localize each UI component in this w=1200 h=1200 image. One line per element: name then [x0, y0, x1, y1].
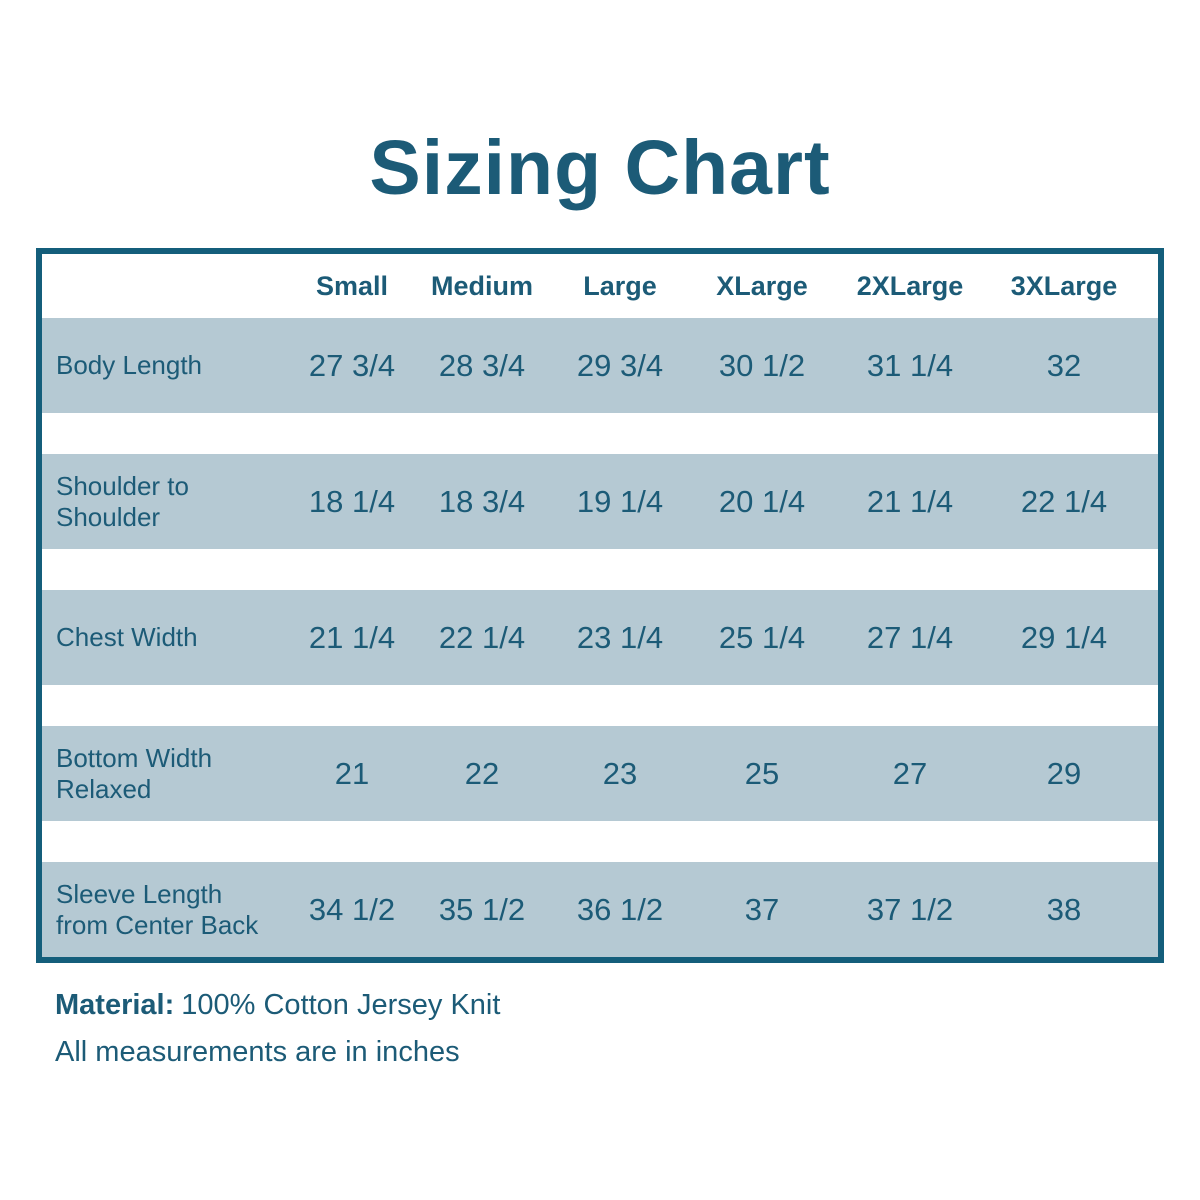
size-value: 21 1/4 — [308, 619, 396, 655]
column-header-small: Small — [315, 270, 389, 301]
size-value: 25 1/4 — [718, 619, 806, 655]
row-label: Shoulder to Shoulder — [56, 470, 189, 532]
size-value: 29 — [1046, 755, 1082, 791]
material-value: 100% Cotton Jersey Knit — [181, 989, 501, 1021]
size-value: 32 — [1046, 347, 1082, 383]
row-label: Body Length — [56, 350, 203, 380]
page-title: Sizing Chart — [369, 125, 831, 211]
material-label: Material: — [55, 989, 175, 1021]
table-row-shoulder-to-shoulder: Shoulder to Shoulder 18 1/4 18 3/4 19 1/… — [42, 454, 1158, 549]
size-value: 23 1/4 — [576, 619, 664, 655]
size-value: 28 3/4 — [438, 347, 526, 383]
size-value: 35 1/2 — [438, 891, 526, 927]
table-row-sleeve-length: Sleeve Length from Center Back 34 1/2 35… — [42, 862, 1158, 957]
size-value: 22 1/4 — [438, 619, 526, 655]
size-value: 21 1/4 — [866, 483, 954, 519]
row-label: Sleeve Length from Center Back — [56, 878, 259, 940]
table-header-row: Small Medium Large XLarge 2XLarge 3XLarg… — [42, 254, 1158, 318]
size-value: 19 1/4 — [576, 483, 664, 519]
table-row-bottom-width-relaxed: Bottom Width Relaxed 21 22 23 25 27 29 — [42, 726, 1158, 821]
size-value: 34 1/2 — [308, 891, 396, 927]
size-value: 37 1/2 — [866, 891, 954, 927]
size-value: 27 3/4 — [308, 347, 396, 383]
column-header-medium: Medium — [430, 270, 533, 301]
size-value: 27 — [892, 755, 928, 791]
column-header-2xlarge: 2XLarge — [856, 270, 964, 301]
table-row-body-length: Body Length 27 3/4 28 3/4 29 3/4 30 1/2 … — [42, 318, 1158, 413]
column-header-3xlarge: 3XLarge — [1010, 270, 1118, 301]
size-value: 18 1/4 — [308, 483, 396, 519]
size-value: 22 — [464, 755, 500, 791]
column-header-large: Large — [583, 270, 657, 301]
size-value: 22 1/4 — [1020, 483, 1108, 519]
size-value: 31 1/4 — [866, 347, 954, 383]
size-value: 29 3/4 — [576, 347, 664, 383]
table-row-chest-width: Chest Width 21 1/4 22 1/4 23 1/4 25 1/4 … — [42, 590, 1158, 685]
size-value: 21 — [334, 755, 370, 791]
size-value: 27 1/4 — [866, 619, 954, 655]
size-value: 29 1/4 — [1020, 619, 1108, 655]
row-label: Bottom Width Relaxed — [56, 742, 213, 804]
material-line: Material: 100% Cotton Jersey Knit — [55, 982, 500, 1029]
size-value: 25 — [744, 755, 780, 791]
measurements-note: All measurements are in inches — [55, 1036, 460, 1068]
size-value: 38 — [1046, 891, 1082, 927]
column-header-xlarge: XLarge — [716, 270, 808, 301]
size-value: 20 1/4 — [718, 483, 806, 519]
row-label: Chest Width — [56, 622, 198, 652]
sizing-table: Small Medium Large XLarge 2XLarge 3XLarg… — [36, 248, 1164, 963]
size-value: 23 — [602, 755, 638, 791]
size-value: 30 1/2 — [718, 347, 806, 383]
size-value: 18 3/4 — [438, 483, 526, 519]
size-value: 37 — [744, 891, 780, 927]
footer-notes: Material: 100% Cotton Jersey Knit All mea… — [55, 982, 500, 1076]
size-value: 36 1/2 — [576, 891, 664, 927]
